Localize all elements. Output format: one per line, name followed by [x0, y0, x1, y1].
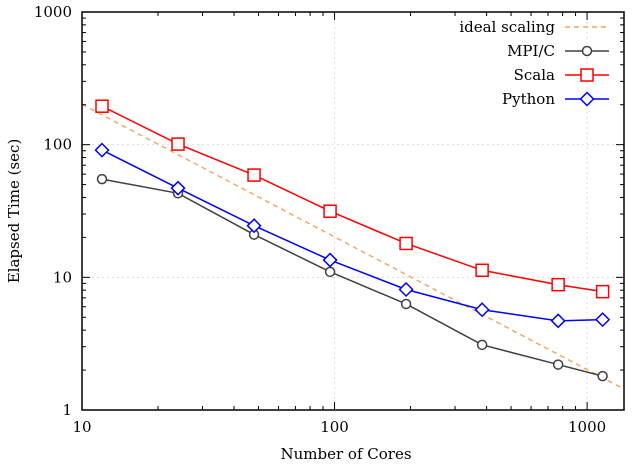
data-point-python [246, 218, 262, 234]
x-tick-label: 1000 [568, 418, 606, 436]
series-mpi-c [96, 173, 608, 382]
data-point-scala [595, 284, 610, 299]
legend-item-ideal-scaling: ideal scaling [459, 18, 609, 36]
legend-label-ideal-scaling: ideal scaling [459, 18, 555, 36]
y-tick-label: 10 [53, 268, 72, 286]
data-point-scala [171, 137, 185, 151]
series-layer [81, 99, 625, 390]
data-point-python [398, 281, 414, 298]
x-tick-label: 10 [72, 418, 91, 436]
plot-frame [81, 11, 625, 411]
legend-item-mpi-c: MPI/C [507, 42, 609, 60]
y-axis-label: Elapsed Time (sec) [5, 139, 23, 284]
series-line-mpi-c [101, 178, 603, 377]
data-point-mpi-c [476, 339, 488, 351]
data-point-mpi-c [597, 370, 608, 382]
x-axis-label: Number of Cores [280, 445, 411, 463]
legend-marker-mpi-c [581, 45, 593, 57]
y-tick-label: 1 [62, 401, 72, 419]
data-point-scala [247, 168, 261, 182]
data-point-python [170, 180, 186, 196]
legend-marker-scala [580, 68, 594, 82]
data-point-python [595, 312, 611, 328]
data-point-python [550, 313, 566, 329]
legend-marker-python [579, 91, 595, 107]
data-point-scala [551, 277, 565, 292]
data-point-scala [475, 263, 489, 278]
legend-label-python: Python [502, 90, 555, 108]
series-line-scala [101, 105, 603, 293]
data-point-mpi-c [552, 359, 564, 370]
data-point-mpi-c [400, 298, 412, 310]
data-point-python [322, 252, 338, 268]
series-line-ideal-scaling [81, 103, 625, 390]
legend-item-python: Python [502, 90, 609, 108]
data-point-python [94, 142, 110, 158]
legend-item-scala: Scala [514, 66, 609, 84]
legend-label-mpi-c: MPI/C [507, 42, 555, 60]
y-tick-label: 100 [43, 136, 72, 154]
data-point-scala [95, 99, 109, 113]
data-point-mpi-c [96, 173, 108, 185]
data-point-mpi-c [324, 266, 336, 278]
data-point-scala [399, 236, 413, 251]
legend-label-scala: Scala [514, 66, 555, 84]
series-ideal-scaling [81, 103, 625, 390]
series-line-python [101, 149, 603, 322]
series-scala [95, 99, 610, 299]
x-tick-label: 100 [320, 418, 349, 436]
y-tick-label: 1000 [34, 3, 72, 21]
legend: ideal scaling MPI/C Scala Python [459, 18, 609, 108]
series-python [94, 142, 611, 329]
data-point-scala [323, 204, 337, 218]
data-point-python [474, 302, 490, 318]
